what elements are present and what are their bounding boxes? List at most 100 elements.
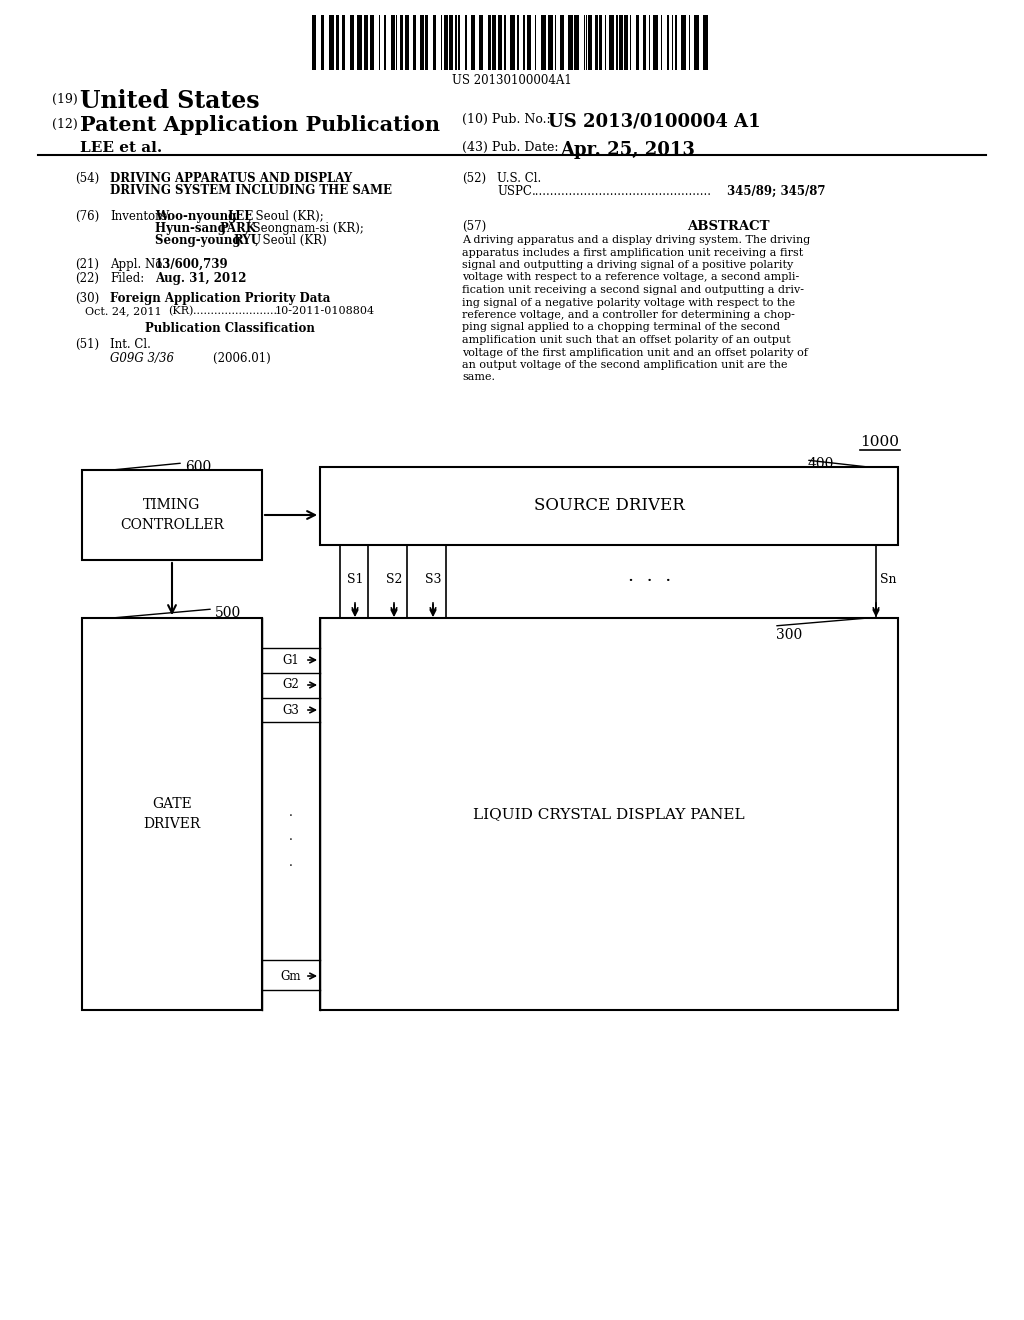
Text: (43) Pub. Date:: (43) Pub. Date: [462,141,558,154]
Text: Oct. 24, 2011: Oct. 24, 2011 [85,306,162,315]
Text: DRIVING SYSTEM INCLUDING THE SAME: DRIVING SYSTEM INCLUDING THE SAME [110,183,392,197]
Text: US 2013/0100004 A1: US 2013/0100004 A1 [548,114,761,131]
Text: ing signal of a negative polarity voltage with respect to the: ing signal of a negative polarity voltag… [462,297,795,308]
Text: 1000: 1000 [860,436,899,449]
Bar [406,15,409,70]
Text: (52): (52) [462,172,486,185]
Text: reference voltage, and a controller for determining a chop-: reference voltage, and a controller for … [462,310,795,319]
Text: ABSTRACT: ABSTRACT [687,220,769,234]
Text: Appl. No.:: Appl. No.: [110,257,170,271]
Bar [517,15,519,70]
Bar [599,15,602,70]
Text: Sn: Sn [880,573,896,586]
Bar [479,15,483,70]
Bar [560,15,564,70]
Text: 13/600,739: 13/600,739 [155,257,228,271]
Text: , Seongnam-si (KR);: , Seongnam-si (KR); [245,222,364,235]
Text: voltage of the first amplification unit and an offset polarity of: voltage of the first amplification unit … [462,347,808,358]
Text: , Seoul (KR);: , Seoul (KR); [248,210,324,223]
Text: Gm: Gm [281,969,301,982]
Text: ping signal applied to a chopping terminal of the second: ping signal applied to a chopping termin… [462,322,780,333]
Bar [336,15,339,70]
Text: Aug. 31, 2012: Aug. 31, 2012 [155,272,247,285]
Text: TIMING
CONTROLLER: TIMING CONTROLLER [120,498,224,532]
Text: (22): (22) [75,272,99,285]
Text: 500: 500 [215,606,242,620]
Text: G1: G1 [283,653,299,667]
Bar [694,15,699,70]
Text: (2006.01): (2006.01) [183,352,270,366]
Bar [523,15,525,70]
Text: United States: United States [80,88,260,114]
Bar [82,470,262,560]
Text: LIQUID CRYSTAL DISPLAY PANEL: LIQUID CRYSTAL DISPLAY PANEL [473,807,744,821]
Text: Seong-young: Seong-young [155,234,245,247]
Text: Hyun-sang: Hyun-sang [155,222,230,235]
Bar [413,15,416,70]
Bar [681,15,686,70]
Text: DRIVING APPARATUS AND DISPLAY: DRIVING APPARATUS AND DISPLAY [110,172,352,185]
Text: (KR): (KR) [168,306,194,317]
Text: S2: S2 [386,573,402,586]
Text: Int. Cl.: Int. Cl. [110,338,151,351]
Text: (10) Pub. No.:: (10) Pub. No.: [462,114,551,125]
Text: 400: 400 [808,457,835,471]
Bar [82,618,262,1010]
Bar [574,15,579,70]
Text: (57): (57) [462,220,486,234]
Bar [458,15,460,70]
Text: an output voltage of the second amplification unit are the: an output voltage of the second amplific… [462,360,787,370]
Text: USPC: USPC [497,185,531,198]
Text: G09G 3/36: G09G 3/36 [110,352,174,366]
Text: S1: S1 [347,573,364,586]
Bar [541,15,546,70]
Text: ........................: ........................ [193,306,278,315]
Text: signal and outputting a driving signal of a positive polarity: signal and outputting a driving signal o… [462,260,794,271]
Bar [455,15,457,70]
Bar [504,15,506,70]
Bar [471,15,475,70]
Bar [465,15,467,70]
Bar [624,15,628,70]
Text: ·
·
·: · · · [289,809,293,873]
Bar [364,15,368,70]
Bar [595,15,598,70]
Text: (54): (54) [75,172,99,185]
Bar [449,15,453,70]
Bar [492,15,496,70]
Bar [319,618,898,1010]
Text: G2: G2 [283,678,299,692]
Bar [548,15,553,70]
Bar [488,15,490,70]
Text: (12): (12) [52,117,78,131]
Text: apparatus includes a first amplification unit receiving a first: apparatus includes a first amplification… [462,248,803,257]
Text: Filed:: Filed: [110,272,144,285]
Text: 300: 300 [776,628,802,642]
Bar [433,15,436,70]
Text: Apr. 25, 2013: Apr. 25, 2013 [560,141,695,158]
Text: RYU: RYU [233,234,261,247]
Text: LEE: LEE [227,210,253,223]
Bar [319,467,898,545]
Bar [498,15,502,70]
Text: , Seoul (KR): , Seoul (KR) [255,234,327,247]
Text: same.: same. [462,372,495,383]
Text: PARK: PARK [219,222,256,235]
Bar [703,15,708,70]
Text: Woo-nyoung: Woo-nyoung [155,210,241,223]
Text: ·  ·  ·: · · · [629,573,672,590]
Bar [312,15,316,70]
Text: ................................................: ........................................… [532,185,712,198]
Bar [618,15,623,70]
Text: (76): (76) [75,210,99,223]
Text: 10-2011-0108804: 10-2011-0108804 [275,306,375,315]
Bar [643,15,646,70]
Text: (19): (19) [52,92,78,106]
Bar [667,15,669,70]
Bar [329,15,334,70]
Text: SOURCE DRIVER: SOURCE DRIVER [534,498,684,515]
Text: GATE
DRIVER: GATE DRIVER [143,797,201,830]
Text: Publication Classification: Publication Classification [145,322,315,335]
Bar [675,15,677,70]
Bar [609,15,614,70]
